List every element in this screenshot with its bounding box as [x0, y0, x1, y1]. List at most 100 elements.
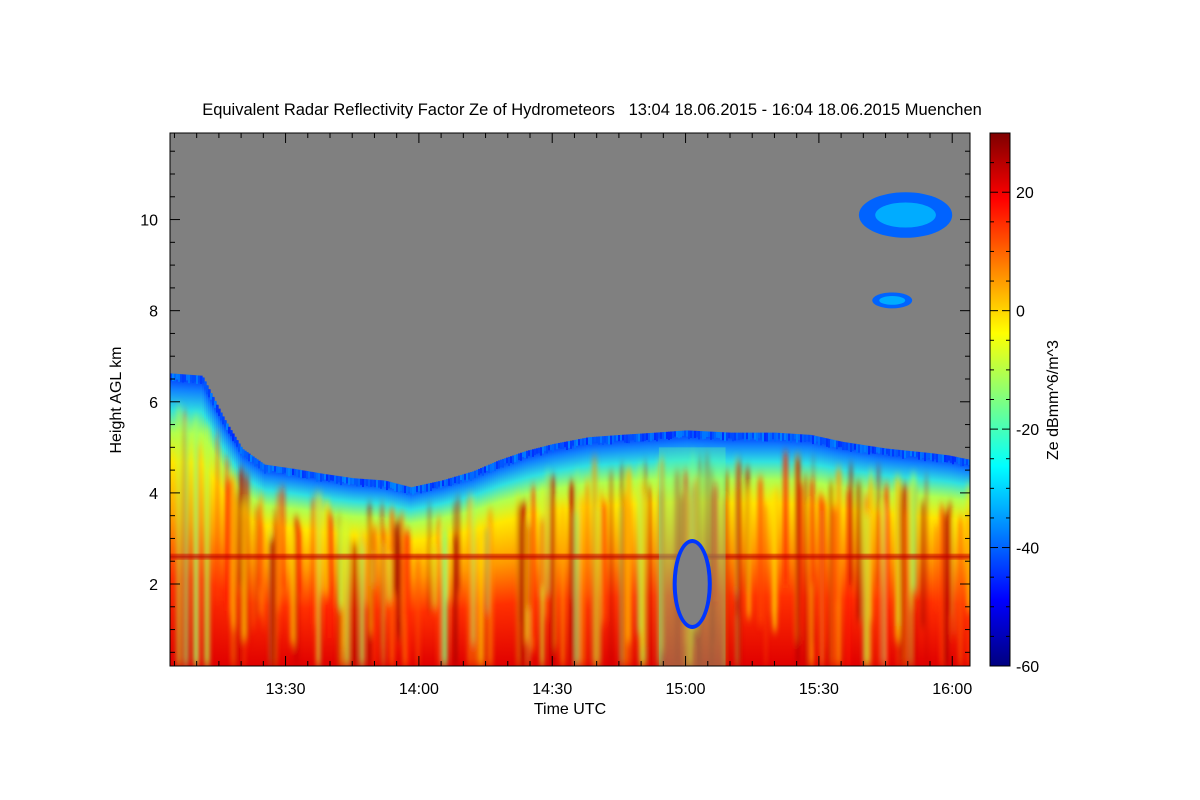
reflectivity-column: [670, 432, 673, 666]
echo-top-fringe: [896, 449, 899, 458]
cloud-echo-core: [875, 202, 936, 228]
echo-top-fringe: [950, 455, 953, 463]
echo-top-fringe: [766, 432, 769, 442]
colorbar-tick-label: -60: [1016, 659, 1039, 676]
echo-top-fringe: [726, 432, 729, 441]
reflectivity-column: [720, 433, 723, 666]
echo-top-fringe: [910, 451, 913, 457]
fall-streak: [290, 530, 296, 645]
echo-top-fringe: [344, 477, 347, 484]
echo-top-fringe: [958, 457, 961, 465]
reflectivity-column: [728, 433, 731, 666]
y-tick-label: 10: [140, 213, 158, 230]
echo-top-fringe: [428, 483, 431, 492]
fall-streak: [467, 495, 473, 666]
echo-top-fringe: [414, 486, 417, 494]
echo-top-fringe: [446, 479, 449, 487]
echo-top-fringe: [852, 443, 855, 452]
echo-top-fringe: [790, 433, 793, 443]
echo-top-fringe: [478, 468, 481, 476]
echo-top-fringe: [872, 446, 875, 454]
echo-top-fringe: [172, 373, 175, 382]
echo-top-fringe: [770, 432, 773, 442]
fall-streak: [273, 509, 277, 666]
echo-top-fringe: [234, 436, 237, 443]
fall-streak: [279, 487, 286, 589]
reflectivity-column: [750, 433, 753, 666]
echo-top-fringe: [960, 457, 963, 467]
echo-top-fringe: [884, 448, 887, 455]
echo-top-fringe: [740, 432, 743, 440]
reflectivity-column: [718, 433, 721, 666]
echo-top-fringe: [488, 464, 491, 473]
fall-streak: [935, 525, 938, 609]
echo-top-fringe: [818, 436, 821, 446]
fall-streak: [602, 502, 607, 622]
reflectivity-column: [310, 472, 313, 666]
echo-top-fringe: [200, 375, 203, 384]
echo-top-fringe: [424, 484, 427, 493]
echo-top-fringe: [484, 466, 487, 473]
echo-top-fringe: [206, 385, 209, 395]
fall-streak: [540, 518, 544, 589]
echo-top-fringe: [952, 456, 955, 465]
echo-top-fringe: [266, 464, 269, 471]
reflectivity-column: [514, 455, 517, 666]
echo-top-fringe: [290, 468, 293, 476]
echo-top-fringe: [798, 434, 801, 441]
fall-streak: [776, 488, 779, 611]
reflectivity-column: [450, 478, 453, 666]
fall-streak: [315, 492, 318, 666]
echo-top-fringe: [186, 374, 189, 381]
reflectivity-column: [498, 461, 501, 666]
fall-streak: [230, 476, 236, 626]
echo-top-fringe: [208, 389, 211, 398]
echo-top-fringe: [658, 432, 661, 438]
fall-streak: [311, 497, 315, 625]
chart-title: Equivalent Radar Reflectivity Factor Ze …: [202, 101, 982, 119]
echo-top-fringe: [358, 478, 361, 487]
echo-top-fringe: [198, 375, 201, 383]
echo-top-fringe: [540, 447, 543, 456]
fall-streak: [862, 475, 865, 666]
fall-streak: [258, 504, 262, 589]
y-tick-label: 4: [149, 486, 158, 503]
reflectivity-column: [762, 433, 765, 666]
echo-top-fringe: [696, 430, 699, 438]
reflectivity-column: [616, 436, 619, 666]
echo-top-fringe: [348, 477, 351, 485]
reflectivity-column: [622, 435, 625, 666]
echo-top-fringe: [422, 484, 425, 491]
fall-streak: [381, 543, 385, 666]
echo-top-fringe: [476, 469, 479, 478]
echo-top-fringe: [684, 430, 687, 438]
echo-top-fringe: [608, 435, 611, 445]
echo-top-fringe: [632, 434, 635, 440]
echo-top-fringe: [342, 476, 345, 483]
echo-top-fringe: [330, 474, 333, 481]
reflectivity-column: [288, 469, 291, 666]
echo-top-fringe: [392, 482, 395, 489]
fall-streak: [757, 478, 764, 625]
echo-top-fringe: [262, 463, 265, 470]
echo-top-fringe: [750, 432, 753, 440]
fall-streak: [952, 517, 955, 635]
echo-top-fringe: [362, 478, 365, 488]
echo-top-fringe: [864, 445, 867, 453]
reflectivity-column: [754, 433, 757, 666]
echo-top-fringe: [304, 470, 307, 479]
reflectivity-column: [614, 436, 617, 666]
echo-top-fringe: [682, 430, 685, 436]
fall-streak: [241, 505, 247, 640]
echo-top-fringe: [474, 470, 477, 478]
echo-top-fringe: [942, 454, 945, 463]
reflectivity-column: [756, 433, 759, 666]
echo-top-fringe: [580, 438, 583, 446]
echo-top-fringe: [176, 373, 179, 380]
echo-top-fringe: [196, 375, 199, 385]
echo-top-fringe: [746, 432, 749, 439]
reflectivity-column: [248, 454, 251, 666]
reflectivity-column: [956, 458, 959, 666]
echo-top-fringe: [370, 479, 373, 487]
echo-top-fringe: [586, 437, 589, 445]
